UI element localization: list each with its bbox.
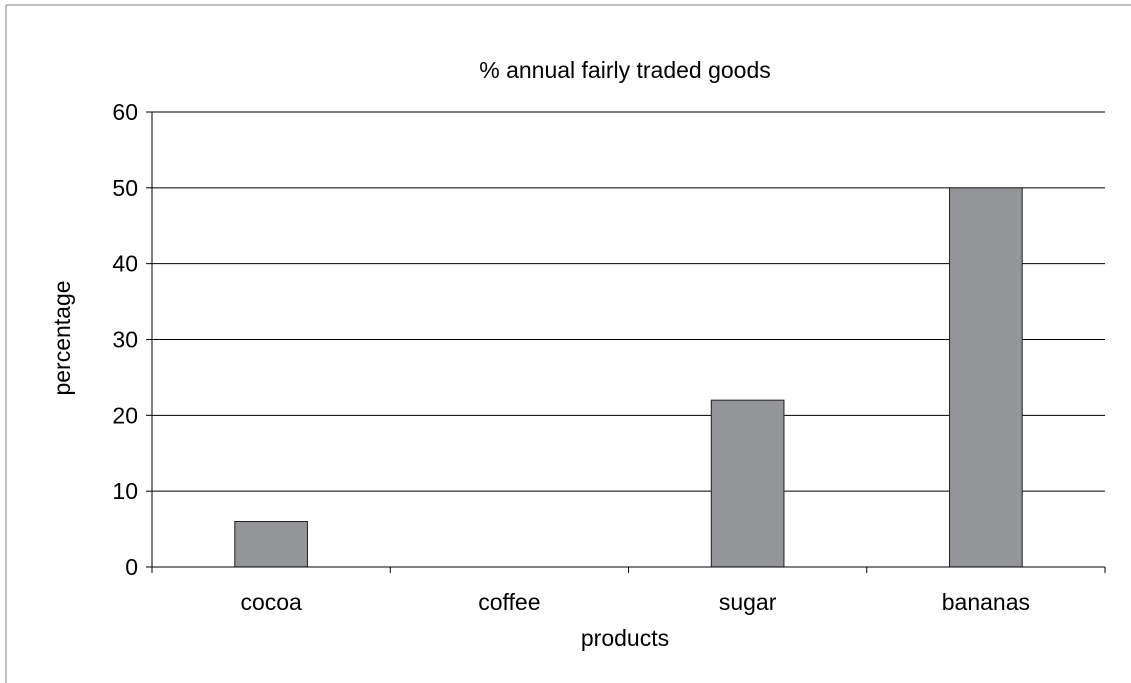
gridlines	[152, 111, 1105, 492]
x-axis-label: products	[581, 625, 669, 651]
x-tick-label: cocoa	[240, 589, 302, 615]
bar-bananas	[949, 187, 1023, 568]
y-tick-label: 30	[112, 327, 138, 353]
x-tick-label: sugar	[719, 589, 777, 615]
y-tick-label: 10	[112, 478, 138, 504]
x-tick-label: bananas	[942, 589, 1030, 615]
bar-sugar	[710, 399, 785, 568]
bar-cocoa	[234, 521, 308, 568]
y-tick-label: 50	[112, 175, 138, 201]
y-tick-label: 40	[112, 251, 138, 277]
y-tick-label: 20	[112, 402, 138, 428]
y-axis-label: percentage	[49, 280, 75, 395]
x-tick-label: coffee	[478, 589, 540, 615]
x-tick-labels: cocoa coffee sugar bananas	[240, 589, 1030, 615]
chart-title: % annual fairly traded goods	[479, 57, 771, 83]
chart-frame	[5, 4, 1131, 683]
y-tick-labels: 0 10 20 30 40 50 60	[112, 99, 138, 580]
y-tick-label: 0	[125, 554, 138, 580]
axes	[146, 111, 1106, 573]
bars	[234, 187, 1023, 568]
y-tick-label: 60	[112, 99, 138, 125]
